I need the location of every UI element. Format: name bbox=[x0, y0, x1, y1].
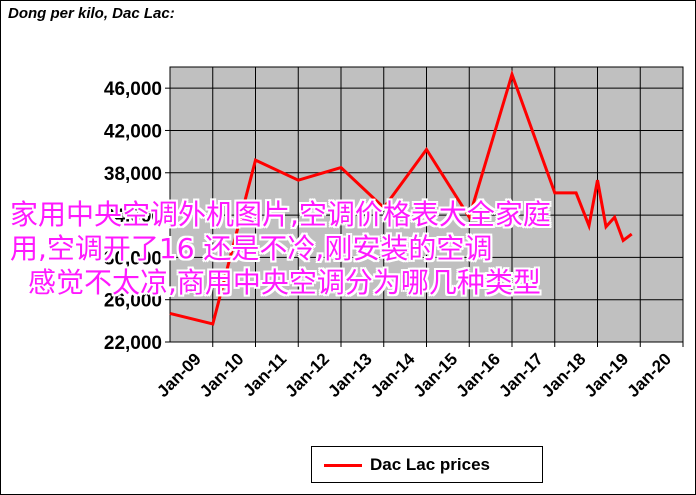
x-tick-label: Jan-19 bbox=[581, 349, 633, 401]
x-tick-label: Jan-17 bbox=[495, 349, 547, 401]
y-tick-label: 30,000 bbox=[104, 248, 162, 269]
x-tick-label: Jan-12 bbox=[282, 349, 334, 401]
y-tick-label: 46,000 bbox=[104, 79, 162, 100]
x-tick-label: Jan-13 bbox=[324, 349, 376, 401]
y-tick-label: 26,000 bbox=[104, 291, 162, 312]
x-tick-label: Jan-16 bbox=[453, 349, 505, 401]
legend-label: Dac Lac prices bbox=[370, 455, 491, 474]
legend: Dac Lac prices bbox=[311, 446, 543, 483]
x-tick-label: Jan-14 bbox=[367, 349, 419, 401]
y-tick-label: 34,000 bbox=[104, 206, 162, 227]
x-tick-label: Jan-18 bbox=[538, 349, 590, 401]
y-tick-label: 22,000 bbox=[104, 333, 162, 354]
x-tick-label: Jan-20 bbox=[624, 349, 676, 401]
x-tick-label: Jan-09 bbox=[153, 349, 205, 401]
chart-title: Dong per kilo, Dac Lac: bbox=[8, 5, 175, 22]
legend-swatch bbox=[324, 464, 362, 467]
plot-border bbox=[169, 66, 684, 343]
x-tick-label: Jan-15 bbox=[410, 349, 462, 401]
x-tick-label: Jan-10 bbox=[196, 349, 248, 401]
x-tick-label: Jan-11 bbox=[239, 349, 290, 400]
y-tick-label: 38,000 bbox=[104, 164, 162, 185]
y-tick-label: 42,000 bbox=[104, 121, 162, 142]
